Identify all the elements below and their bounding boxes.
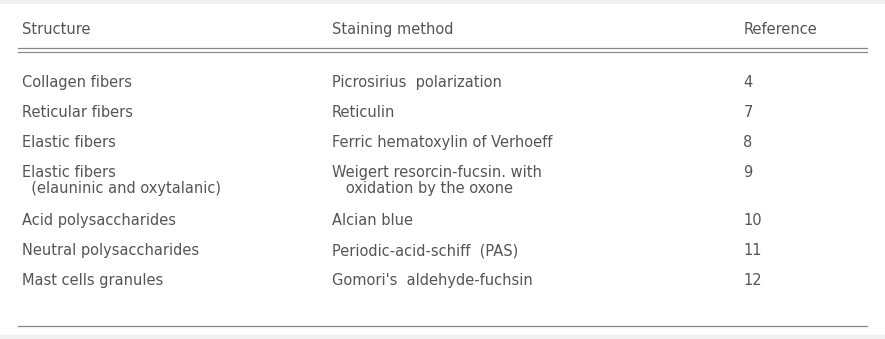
Text: Reticular fibers: Reticular fibers	[22, 105, 133, 120]
Text: Structure: Structure	[22, 22, 90, 37]
Text: (elauninic and oxytalanic): (elauninic and oxytalanic)	[22, 181, 221, 196]
Text: Reticulin: Reticulin	[332, 105, 396, 120]
Text: 12: 12	[743, 273, 762, 288]
Text: Elastic fibers: Elastic fibers	[22, 165, 116, 180]
Text: Staining method: Staining method	[332, 22, 453, 37]
Text: Periodic-acid-schiff  (PAS): Periodic-acid-schiff (PAS)	[332, 243, 518, 258]
Text: Reference: Reference	[743, 22, 817, 37]
Text: Gomori's  aldehyde-fuchsin: Gomori's aldehyde-fuchsin	[332, 273, 533, 288]
Text: 9: 9	[743, 165, 752, 180]
Text: Picrosirius  polarization: Picrosirius polarization	[332, 75, 502, 90]
Text: 8: 8	[743, 135, 752, 150]
Text: Collagen fibers: Collagen fibers	[22, 75, 132, 90]
Text: Weigert resorcin-fucsin. with: Weigert resorcin-fucsin. with	[332, 165, 542, 180]
Text: 7: 7	[743, 105, 753, 120]
Text: Alcian blue: Alcian blue	[332, 213, 413, 228]
Text: Ferric hematoxylin of Verhoeff: Ferric hematoxylin of Verhoeff	[332, 135, 552, 150]
Text: Acid polysaccharides: Acid polysaccharides	[22, 213, 176, 228]
Text: 11: 11	[743, 243, 762, 258]
Text: Neutral polysaccharides: Neutral polysaccharides	[22, 243, 199, 258]
Text: 10: 10	[743, 213, 762, 228]
Text: Elastic fibers: Elastic fibers	[22, 135, 116, 150]
Text: Mast cells granules: Mast cells granules	[22, 273, 164, 288]
Text: oxidation by the oxone: oxidation by the oxone	[332, 181, 513, 196]
Text: 4: 4	[743, 75, 752, 90]
